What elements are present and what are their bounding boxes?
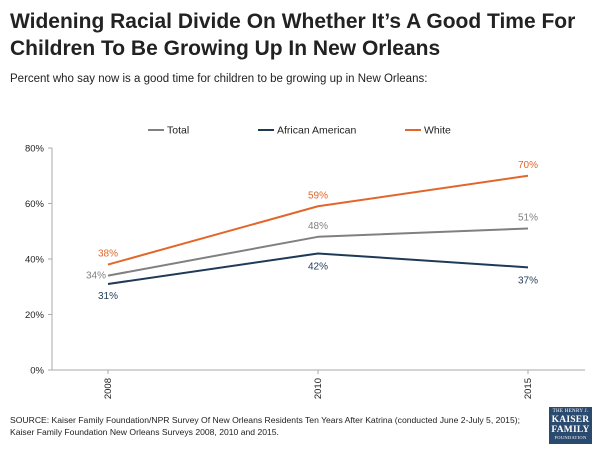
logo-main-text-1: KAISER [551, 415, 590, 425]
legend-label: Total [167, 125, 189, 137]
logo-top-text: THE HENRY J. [552, 409, 589, 414]
series-line [107, 252, 529, 285]
data-label: 34% [86, 271, 106, 282]
data-labels: 34% 48% 51% 31% 42% 37% 38% 59% 70% [86, 160, 538, 302]
data-label: 42% [308, 261, 328, 272]
legend-label: White [424, 125, 451, 137]
y-tick-label: 40% [25, 255, 45, 266]
chart-subtitle: Percent who say now is a good time for c… [10, 73, 428, 85]
data-label: 31% [98, 291, 118, 302]
page-title: Widening Racial Divide On Whether It’s A… [10, 10, 576, 60]
kff-logo: THE HENRY J. KAISER FAMILY FOUNDATION [549, 407, 592, 444]
axes: 0% 20% 40% 60% 80% 2008 2010 2015 [25, 144, 585, 399]
y-tick-label: 20% [25, 310, 45, 321]
x-tick-label: 2008 [103, 378, 114, 399]
data-label: 37% [518, 275, 538, 286]
data-label: 70% [518, 160, 538, 171]
data-label: 59% [308, 190, 328, 201]
logo-bottom-text: FOUNDATION [554, 435, 587, 440]
legend: Total African American White [148, 125, 451, 137]
series-line [107, 227, 529, 277]
series-line [107, 174, 529, 266]
y-tick-label: 60% [25, 199, 45, 210]
series-lines [107, 174, 529, 285]
line-chart: Total African American White 0% 20% 40% 60% 80… [25, 125, 585, 399]
x-tick-label: 2010 [313, 378, 324, 399]
logo-main-text-2: FAMILY [551, 425, 590, 435]
legend-label: African American [277, 125, 357, 137]
data-label: 38% [98, 249, 118, 260]
data-label: 48% [308, 221, 328, 232]
x-tick-label: 2015 [523, 378, 534, 399]
data-label: 51% [518, 212, 538, 223]
y-tick-label: 80% [25, 144, 45, 155]
y-tick-label: 0% [30, 366, 44, 377]
source-note: SOURCE: Kaiser Family Foundation/NPR Sur… [10, 415, 520, 437]
